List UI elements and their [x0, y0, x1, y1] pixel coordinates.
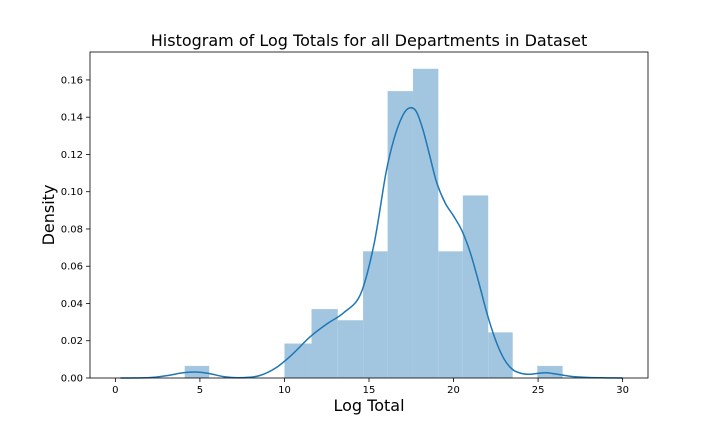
- histogram-bar: [462, 195, 489, 378]
- y-tick-label: 0.06: [61, 262, 83, 273]
- y-tick-label: 0.10: [61, 187, 83, 198]
- y-tick-label: 0.08: [61, 224, 83, 235]
- x-tick-label: 20: [447, 385, 460, 396]
- x-axis-label: Log Total: [333, 396, 404, 415]
- histogram-bar: [363, 251, 388, 378]
- y-tick-label: 0.12: [61, 150, 83, 161]
- x-tick-label: 5: [197, 385, 203, 396]
- histogram-bar: [337, 320, 364, 378]
- x-tick-label: 25: [532, 385, 545, 396]
- x-tick-label: 15: [363, 385, 376, 396]
- y-tick-label: 0.14: [61, 113, 83, 124]
- histogram-bar: [412, 68, 439, 378]
- x-tick-label: 30: [616, 385, 629, 396]
- histogram-bar: [488, 332, 513, 378]
- histogram-bar: [438, 251, 463, 378]
- y-tick-label: 0.02: [61, 336, 83, 347]
- histogram-bar: [537, 365, 563, 378]
- y-tick-label: 0.00: [61, 374, 83, 385]
- x-tick-label: 0: [112, 385, 118, 396]
- x-tick-label: 10: [278, 385, 291, 396]
- y-axis-label: Density: [39, 185, 58, 246]
- y-tick-label: 0.04: [61, 299, 83, 310]
- y-tick-label: 0.16: [61, 75, 83, 86]
- chart-title: Histogram of Log Totals for all Departme…: [151, 31, 587, 50]
- x-axis-ticks: 0 5 10 15 20 25 30: [112, 378, 629, 396]
- y-axis-ticks: 0.00 0.02 0.04 0.06 0.08 0.10 0.12 0.14 0.16: [61, 75, 90, 385]
- histogram-bar: [387, 91, 413, 379]
